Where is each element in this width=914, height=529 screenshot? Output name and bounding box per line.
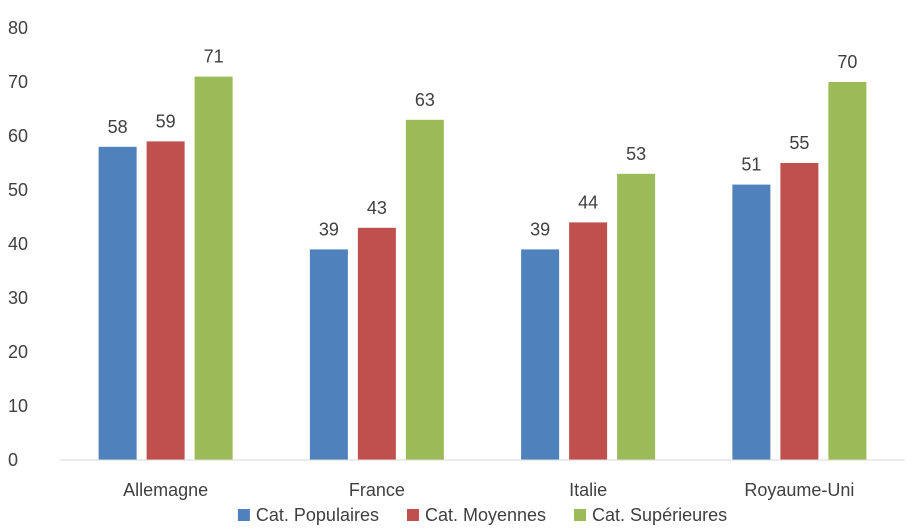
y-tick-label: 30: [8, 288, 28, 308]
y-tick-label: 20: [8, 342, 28, 362]
legend-swatch: [406, 509, 419, 521]
x-axis: Allemagne France Italie Royaume-Uni: [123, 480, 854, 500]
bar-cat-sup-rieures-france: [405, 119, 444, 461]
legend: Cat. Populaires Cat. Moyennes Cat. Supérie…: [237, 505, 727, 525]
y-tick-label: 0: [8, 450, 18, 470]
legend-label: Cat. Supérieures: [592, 505, 727, 525]
legend-label: Cat. Moyennes: [425, 505, 546, 525]
bar-cat-moyennes-royaume-uni: [780, 163, 819, 460]
bar-cat-moyennes-france: [357, 227, 396, 460]
legend-label: Cat. Populaires: [256, 505, 379, 525]
x-category-label: Royaume-Uni: [744, 480, 854, 500]
data-label: 63: [415, 90, 435, 110]
legend-item: Cat. Supérieures: [574, 505, 727, 525]
bar-cat-moyennes-italie: [569, 222, 608, 460]
legend-swatch: [237, 509, 250, 521]
bars: [98, 76, 867, 461]
y-tick-label: 40: [8, 234, 28, 254]
data-label: 39: [319, 219, 339, 239]
legend-swatch: [574, 509, 587, 521]
legend-item: Cat. Populaires: [237, 505, 379, 525]
x-category-label: France: [349, 480, 405, 500]
bar-cat-sup-rieures-allemagne: [194, 76, 233, 460]
x-category-label: Italie: [569, 480, 607, 500]
data-label: 71: [204, 47, 224, 67]
bar-cat-populaires-italie: [521, 249, 560, 460]
bar-cat-populaires-royaume-uni: [732, 184, 771, 460]
legend-item: Cat. Moyennes: [406, 505, 546, 525]
y-tick-label: 10: [8, 396, 28, 416]
bar-cat-sup-rieures-italie: [617, 173, 656, 461]
y-tick-label: 60: [8, 126, 28, 146]
data-label: 59: [156, 111, 176, 131]
y-tick-label: 80: [8, 18, 28, 38]
bar-cat-populaires-allemagne: [98, 146, 137, 461]
data-label: 58: [108, 117, 128, 137]
data-label: 43: [367, 198, 387, 218]
y-axis: 0 10 20 30 40 50 60 70 80: [8, 18, 28, 470]
data-label: 55: [789, 133, 809, 153]
data-labels: 58 59 71 39 43 63 39 44 53 51 55 70: [108, 47, 858, 240]
data-label: 44: [578, 192, 598, 212]
bar-cat-moyennes-allemagne: [146, 141, 185, 460]
data-label: 53: [626, 144, 646, 164]
x-category-label: Allemagne: [123, 480, 208, 500]
data-label: 39: [530, 219, 550, 239]
bar-cat-populaires-france: [309, 249, 348, 460]
bar-cat-sup-rieures-royaume-uni: [828, 82, 867, 460]
data-label: 70: [837, 52, 857, 72]
y-tick-label: 70: [8, 72, 28, 92]
data-label: 51: [741, 155, 761, 175]
y-tick-label: 50: [8, 180, 28, 200]
